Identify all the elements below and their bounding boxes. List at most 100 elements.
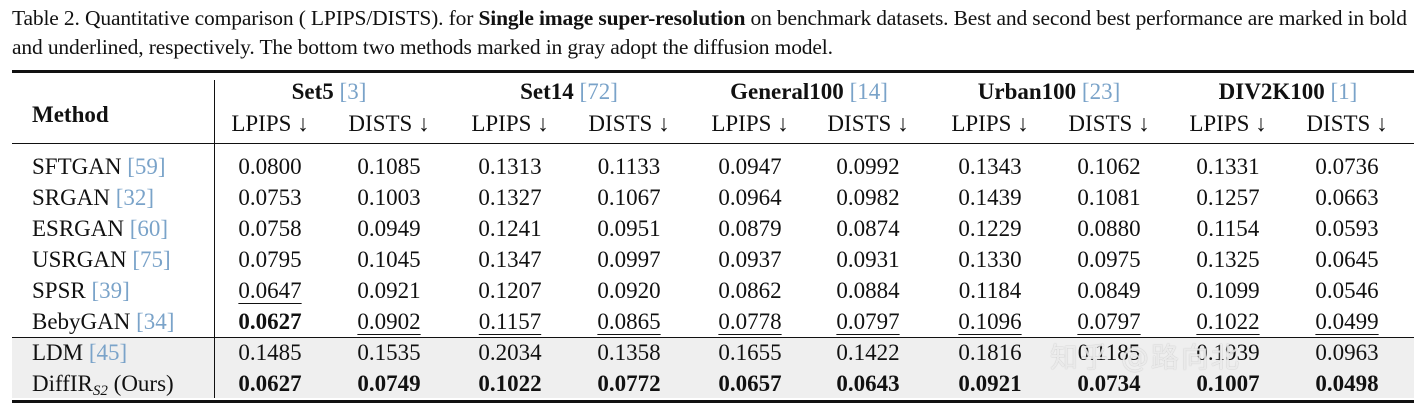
cell-value: 0.0546 (1315, 278, 1379, 303)
table-cell: 0.0643 (809, 370, 927, 398)
cell-value: 0.1347 (478, 247, 542, 272)
table-cell: 0.0797 (809, 308, 927, 336)
cell-value: 0.0800 (238, 154, 302, 179)
method-ref: [32] (109, 185, 155, 210)
table-cell: 0.0778 (691, 308, 809, 336)
cell-value: 0.1022 (1196, 309, 1260, 334)
table-cell: 0.0963 (1288, 339, 1406, 367)
cell-value: 0.0982 (836, 185, 900, 210)
method-name: SRGAN [32] (32, 184, 154, 212)
cell-value: 0.1154 (1196, 216, 1260, 241)
method-name: SPSR [39] (32, 277, 130, 305)
table-cell: 0.0982 (809, 184, 927, 212)
dataset-header: Urban100 [23] (939, 78, 1159, 106)
table-cell: 0.0975 (1050, 246, 1168, 274)
table-cell: 0.1422 (809, 339, 927, 367)
method-ref: [59] (121, 154, 166, 179)
cell-value: 0.0880 (1077, 216, 1141, 241)
cell-value: 0.1257 (1196, 185, 1260, 210)
table-cell: 0.0663 (1288, 184, 1406, 212)
cell-value: 0.0772 (597, 371, 661, 396)
lpips-header: LPIPS ↓ (231, 111, 309, 136)
table-cell: 0.0874 (809, 215, 927, 243)
table-cell: 0.1096 (931, 308, 1049, 336)
table-cell: 0.0921 (931, 370, 1049, 398)
table-cell: 0.0797 (1050, 308, 1168, 336)
method-label: DiffIR (32, 371, 93, 396)
method-label: SRGAN (32, 185, 110, 210)
dataset-ref: [14] (843, 79, 888, 104)
cell-value: 0.0657 (718, 371, 782, 396)
cell-value: 0.0663 (1315, 185, 1379, 210)
method-label: USRGAN (32, 247, 127, 272)
cell-value: 0.0734 (1077, 371, 1141, 396)
cell-value: 0.0997 (597, 247, 661, 272)
table-cell: 0.0593 (1288, 215, 1406, 243)
table-cell: 0.0880 (1050, 215, 1168, 243)
cell-value: 0.0921 (958, 371, 1022, 396)
cell-value: 0.0797 (836, 309, 900, 334)
cell-value: 0.0778 (718, 309, 782, 334)
lpips-header: LPIPS ↓ (951, 111, 1029, 136)
table-cell: 0.0879 (691, 215, 809, 243)
table-cell: 0.0734 (1050, 370, 1168, 398)
table-cell: 0.0931 (809, 246, 927, 274)
table-cell: 0.0862 (691, 277, 809, 305)
table-cell: 0.0645 (1288, 246, 1406, 274)
dataset-name: General100 (730, 79, 844, 104)
cell-value: 0.1229 (958, 216, 1022, 241)
bottom-rule (12, 400, 1414, 403)
table-cell: 0.0964 (691, 184, 809, 212)
table-cell: 0.1022 (451, 370, 569, 398)
table-cell: 0.1347 (451, 246, 569, 274)
cell-value: 0.0758 (238, 216, 302, 241)
table-cell: 0.0921 (330, 277, 448, 305)
dataset-header: General100 [14] (699, 78, 919, 106)
cell-value: 0.1485 (238, 340, 302, 365)
table-cell: 0.1535 (330, 339, 448, 367)
dists-header: DISTS ↓ (827, 111, 909, 136)
method-label: BebyGAN (32, 309, 131, 334)
table-cell: 0.0884 (809, 277, 927, 305)
cell-value: 0.0865 (597, 309, 661, 334)
cell-value: 0.0920 (597, 278, 661, 303)
cell-value: 0.0593 (1315, 216, 1379, 241)
table-cell: 0.0499 (1288, 308, 1406, 336)
method-ref: [75] (126, 247, 171, 272)
cell-value: 0.1358 (597, 340, 661, 365)
cell-value: 0.1081 (1077, 185, 1141, 210)
table-cell: 0.1007 (1169, 370, 1287, 398)
table-cell: 0.1241 (451, 215, 569, 243)
table-cell: 0.1655 (691, 339, 809, 367)
cell-value: 0.1133 (597, 154, 661, 179)
cell-value: 0.1062 (1077, 154, 1141, 179)
cell-value: 0.1816 (958, 340, 1022, 365)
method-name: DiffIRS2 (Ours) (32, 370, 174, 405)
method-divider (214, 80, 215, 398)
method-ref: [39] (85, 278, 130, 303)
table-cell: 0.1330 (931, 246, 1049, 274)
table-cell: 0.1327 (451, 184, 569, 212)
method-name: LDM [45] (32, 339, 127, 367)
method-subscript: S2 (92, 383, 108, 399)
cell-value: 0.0964 (718, 185, 782, 210)
dataset-ref: [3] (333, 79, 367, 104)
cell-value: 0.0902 (357, 309, 421, 334)
table-cell: 0.0920 (570, 277, 688, 305)
cell-value: 0.1085 (357, 154, 421, 179)
cell-value: 0.1096 (958, 309, 1022, 334)
method-label: LDM (32, 340, 84, 365)
method-name: SFTGAN [59] (32, 153, 166, 181)
cell-value: 0.0795 (238, 247, 302, 272)
cell-value: 0.1343 (958, 154, 1022, 179)
method-header: Method (32, 102, 109, 127)
cell-value: 0.0921 (357, 278, 421, 303)
table-cell: 0.1257 (1169, 184, 1287, 212)
dataset-header: DIV2K100 [1] (1178, 78, 1398, 106)
table-cell: 0.0997 (570, 246, 688, 274)
cell-value: 0.0992 (836, 154, 900, 179)
method-ref: [45] (83, 340, 128, 365)
cell-value: 0.0884 (836, 278, 900, 303)
cell-value: 0.1327 (478, 185, 542, 210)
lpips-header: LPIPS ↓ (471, 111, 549, 136)
